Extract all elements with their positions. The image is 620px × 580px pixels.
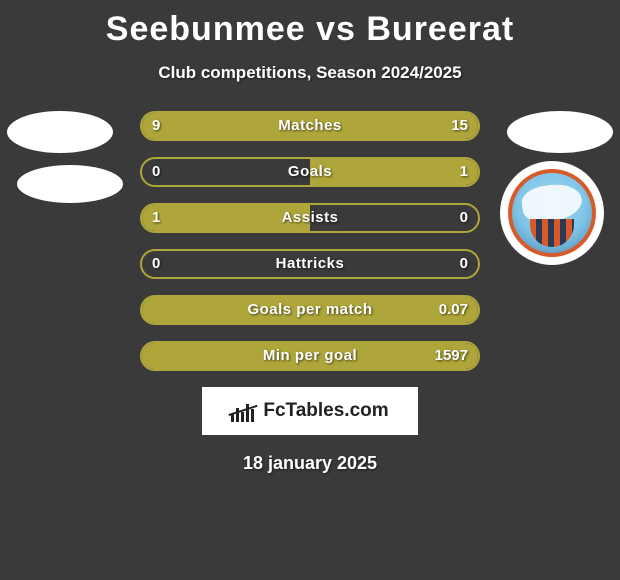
player2-name: Bureerat	[366, 10, 514, 48]
comparison-title: Seebunmee vs Bureerat	[0, 0, 620, 49]
player1-club-placeholder	[17, 165, 123, 203]
stat-row-goals-per-match: 0.07Goals per match	[140, 295, 480, 325]
player1-avatar-placeholder	[7, 111, 113, 153]
stat-label: Goals	[142, 159, 478, 185]
player2-club-crest	[500, 161, 604, 265]
player2-avatar-placeholder	[507, 111, 613, 153]
stat-label: Min per goal	[142, 343, 478, 369]
stat-row-hattricks: 00Hattricks	[140, 249, 480, 279]
watermark-text: FcTables.com	[263, 400, 388, 422]
comparison-bars: 915Matches 01Goals 10Assists 00Hattricks 0.0…	[140, 111, 480, 371]
watermark-icon	[231, 400, 257, 422]
stat-label: Hattricks	[142, 251, 478, 277]
crest-graphic	[508, 169, 596, 257]
vs-text: vs	[316, 10, 356, 48]
subtitle: Club competitions, Season 2024/2025	[0, 63, 620, 83]
chart-area: 915Matches 01Goals 10Assists 00Hattricks 0.0…	[0, 111, 620, 371]
date-text: 18 january 2025	[0, 453, 620, 474]
stat-row-matches: 915Matches	[140, 111, 480, 141]
watermark: FcTables.com	[202, 387, 418, 435]
stat-label: Goals per match	[142, 297, 478, 323]
player1-name: Seebunmee	[106, 10, 306, 48]
stat-label: Matches	[142, 113, 478, 139]
stat-row-min-per-goal: 1597Min per goal	[140, 341, 480, 371]
stat-row-assists: 10Assists	[140, 203, 480, 233]
stat-label: Assists	[142, 205, 478, 231]
stat-row-goals: 01Goals	[140, 157, 480, 187]
